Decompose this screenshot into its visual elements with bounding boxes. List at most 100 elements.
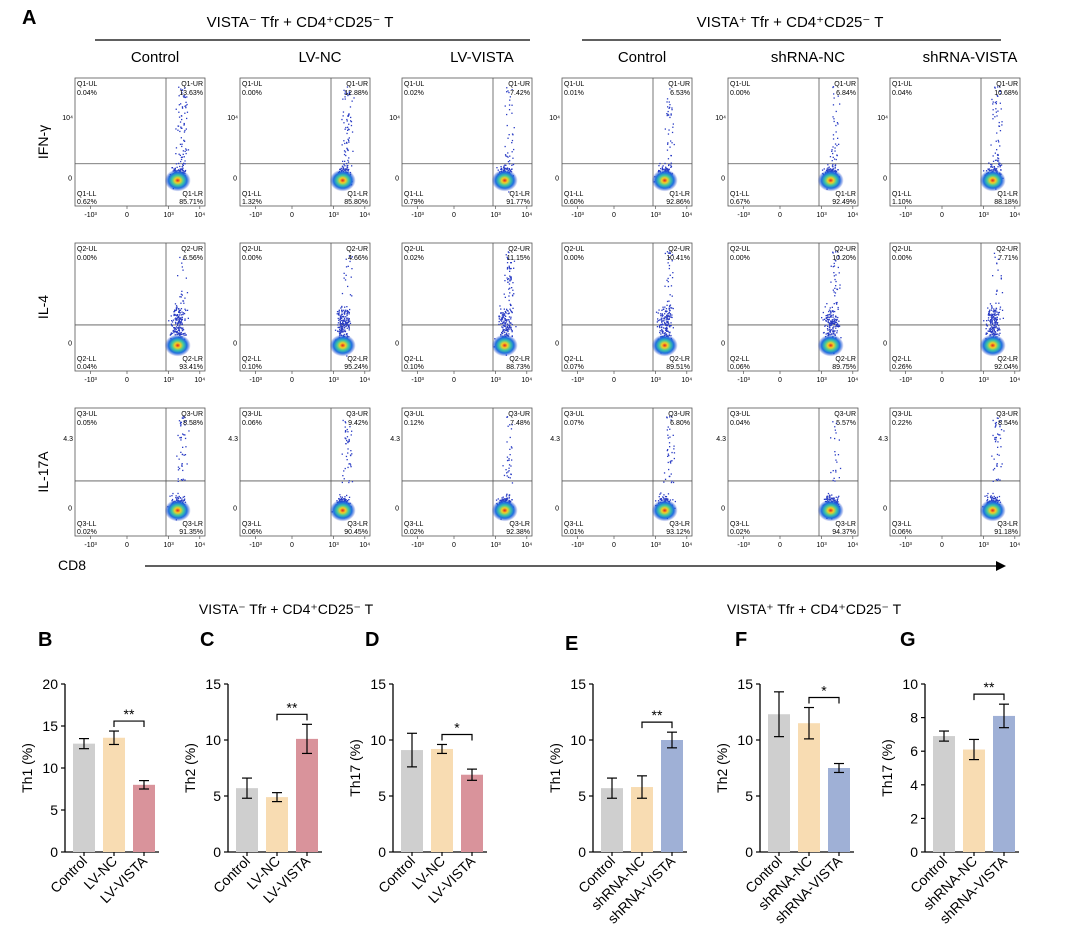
y-axis-label: Th2 (%) [714,743,730,793]
x-tick-label: 10⁴ [1009,542,1020,549]
quadrant-name: -UL [251,246,262,253]
quadrant-name: Q3 [404,411,413,418]
y-tick-label: 5 [213,788,221,804]
x-tick-label: 10⁴ [521,212,532,219]
y-axis-label: Th1 (%) [19,743,35,793]
y-tick-label: 4.3 [228,436,238,443]
y-tick-label: 15 [370,676,386,692]
panel-label: C [200,629,214,651]
quadrant-name: Q2 [730,246,739,253]
quadrant-percent-ul: 0.02% [404,255,424,262]
quadrant-name: Q1-LR [182,191,203,198]
y-tick-label: 0 [395,175,399,182]
quadrant-name: Q3 [892,411,901,418]
density-core [329,499,356,522]
quadrant-name: -UL [739,246,750,253]
quadrant-name: Q1-UR [181,81,203,88]
quadrant-percent-ur: 7.48% [510,420,530,427]
quadrant-percent-ur: 10.41% [666,255,690,262]
y-tick-label: 0 [721,505,725,512]
quadrant-name: Q3-LL [892,521,912,528]
flow-plot: Q3 -UL 0.04% Q3-UR 5.57% Q3-LL0.02% Q3-LR94.37… [716,407,859,549]
y-tick-label: 10⁴ [62,115,73,122]
panel-label: G [900,629,916,651]
quadrant-name: Q1-LL [404,191,424,198]
quadrant-name: Q1-LL [564,191,584,198]
x-tick-label: 0 [452,542,456,549]
quadrant-name: Q2 [892,246,901,253]
y-axis-label: Th17 (%) [347,739,363,797]
flow-plot: Q2 -UL 0.00% Q2-UR 10.20% Q2-LL0.06% Q2-LR89.7… [721,242,859,384]
y-tick-label: 5 [578,788,586,804]
x-tick-label: 10⁴ [1009,377,1020,384]
x-tick-label: 10⁴ [681,212,692,219]
quadrant-percent-ul: 0.07% [564,420,584,427]
bar-charts: VISTA⁻ Tfr + CD4⁺CD25⁻ T VISTA⁺ Tfr + CD4… [19,601,1019,927]
bar [828,768,850,852]
quadrant-percent-ur: 6.53% [670,90,690,97]
significance-label: ** [984,679,995,695]
y-tick-label: 10⁴ [549,115,560,122]
density-core [817,169,844,192]
x-tick-label: 10³ [329,377,340,384]
flow-plot: Q1 -UL 0.00% Q1-UR 12.88% Q1-LL1.32% Q1-LR85.8… [227,77,371,219]
density-core [491,169,518,192]
y-tick-label: 2 [910,810,918,826]
y-tick-label: 0 [68,175,72,182]
quadrant-name: Q2-UR [996,246,1018,253]
quadrant-percent-ll: 0.06% [892,529,912,536]
quadrant-percent-ul: 0.00% [242,255,262,262]
bar [963,749,985,852]
quadrant-name: -UL [901,411,912,418]
significance-label: * [821,683,827,699]
quadrant-name: Q3-LL [730,521,750,528]
x-tick-label: -10³ [411,212,424,219]
y-tick-label: 0 [883,505,887,512]
x-tick-label: -10³ [84,542,97,549]
quadrant-percent-ur: 6.84% [836,90,856,97]
quadrant-name: -UL [251,411,262,418]
quadrant-name: -UL [413,411,424,418]
y-axis-label: Th2 (%) [182,743,198,793]
x-tick-label: 10⁴ [681,542,692,549]
quadrant-name: Q2 [564,246,573,253]
x-tick-label: 0 [612,542,616,549]
quadrant-percent-ur: 6.56% [183,255,203,262]
y-tick-label: 0 [721,340,725,347]
x-tick-label: 10³ [491,542,502,549]
y-tick-label: 0 [213,844,221,860]
panel-label: E [565,633,578,655]
quadrant-name: Q1 [77,81,86,88]
quadrant-name: Q2-LR [835,356,856,363]
quadrant-name: Q2-LL [404,356,424,363]
quadrant-name: Q3 [242,411,251,418]
y-tick-label: 0 [395,340,399,347]
quadrant-percent-ul: 0.02% [404,90,424,97]
quadrant-percent-ur: 8.54% [998,420,1018,427]
quadrant-name: Q3-LR [509,521,530,528]
quadrant-percent-ur: 13.63% [179,90,203,97]
quadrant-percent-ll: 0.79% [404,199,424,206]
panel-label: F [735,629,747,651]
y-tick-label: 10 [737,732,753,748]
quadrant-percent-ll: 0.60% [564,199,584,206]
quadrant-name: Q1-UR [834,81,856,88]
bar [73,743,95,852]
quadrant-percent-ll: 0.10% [404,364,424,371]
bar [461,774,483,852]
quadrant-name: Q2 [242,246,251,253]
flow-plot: Q3 -UL 0.07% Q3-UR 6.80% Q3-LL0.01% Q3-LR93.12… [550,407,693,549]
quadrant-name: Q2-UR [346,246,368,253]
x-tick-label: 10⁴ [194,542,205,549]
x-tick-label: 0 [125,542,129,549]
y-tick-label: 15 [570,676,586,692]
column-header: Control [131,49,179,66]
column-header: Control [618,49,666,66]
quadrant-name: Q2-LL [564,356,584,363]
x-tick-label: 0 [778,212,782,219]
quadrant-percent-ll: 0.62% [77,199,97,206]
quadrant-name: -UL [251,81,262,88]
x-tick-label: 0 [612,377,616,384]
